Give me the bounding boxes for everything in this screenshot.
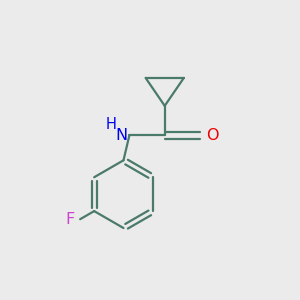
Text: N: N [115,128,127,143]
Text: O: O [206,128,219,143]
Text: H: H [106,117,117,132]
Text: F: F [66,212,75,227]
